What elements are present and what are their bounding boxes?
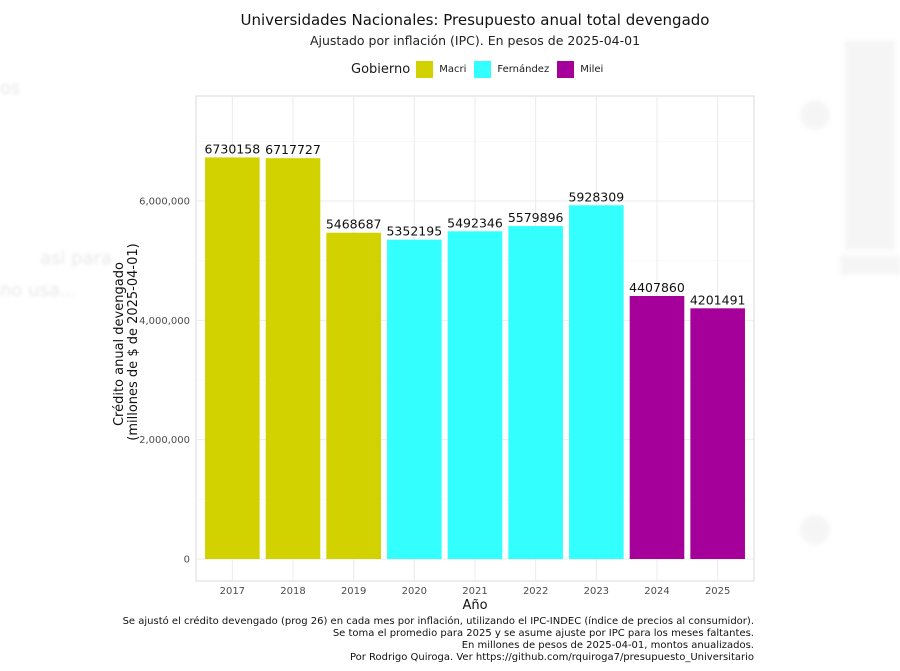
background-ghost-text: no usa... — [0, 280, 78, 301]
bar-value-label-2024: 4407860 — [629, 280, 685, 295]
chart-subtitle: Ajustado por inflación (IPC). En pesos d… — [309, 33, 641, 48]
x-tick-label-2025: 2025 — [705, 586, 730, 597]
caption-line: Se ajustó el crédito devengado (prog 26)… — [122, 616, 754, 627]
bars — [205, 157, 745, 560]
legend-label-milei: Milei — [580, 63, 604, 75]
bar-2023 — [569, 205, 624, 559]
x-tick-label-2017: 2017 — [220, 586, 245, 597]
bar-2025 — [690, 308, 745, 559]
background-ghost-panel — [800, 515, 830, 545]
x-tick-label-2020: 2020 — [402, 586, 427, 597]
caption-line: Por Rodrigo Quiroga. Ver https://github.… — [349, 652, 754, 663]
bar-2021 — [447, 231, 503, 559]
bar-value-label-2019: 5468687 — [326, 217, 382, 232]
chart-title: Universidades Nacionales: Presupuesto an… — [240, 11, 710, 29]
x-tick-label-2023: 2023 — [584, 586, 609, 597]
bar-value-label-2025: 4201491 — [690, 292, 746, 307]
bar-2020 — [387, 239, 442, 560]
x-tick-label-2018: 2018 — [280, 586, 305, 597]
x-tick-label-2024: 2024 — [644, 586, 669, 597]
y-axis-title-line-2: (millones de $ de 2025-04-01) — [126, 243, 141, 440]
y-tick-label: 4,000,000 — [139, 316, 190, 327]
caption-line: Se toma el promedio para 2025 y se asume… — [332, 628, 754, 639]
bar-value-label-2022: 5579896 — [508, 210, 564, 225]
legend: Gobierno Macri Fernández Milei — [351, 58, 611, 80]
bar-value-label-2023: 5928309 — [568, 189, 624, 204]
background-ghost-panel — [845, 40, 895, 250]
bar-2022 — [508, 226, 563, 559]
x-axis-ticks: 2017 2018 2019 2020 2021 2022 2023 2024 2025 — [220, 586, 731, 597]
legend-swatch-macri — [416, 60, 434, 78]
caption-line: En millones de pesos de 2025-04-01, mont… — [461, 640, 754, 651]
x-axis-title: Año — [462, 598, 487, 613]
y-axis-title: Crédito anual devengado (millones de $ d… — [112, 243, 141, 440]
legend-swatch-fernandez — [474, 60, 492, 78]
bar-value-label-2017: 6730158 — [204, 141, 260, 156]
legend-swatch-milei — [557, 60, 575, 78]
legend-item-macri: Macri — [416, 60, 467, 78]
bar-value-label-2020: 5352195 — [386, 224, 442, 239]
x-tick-label-2019: 2019 — [341, 586, 366, 597]
background-ghost-text: asi para — [40, 248, 113, 269]
legend-label-macri: Macri — [439, 63, 467, 75]
x-tick-label-2021: 2021 — [462, 586, 487, 597]
y-axis-ticks: 0 2,000,000 4,000,000 6,000,000 — [139, 197, 190, 566]
background-ghost-text: os — [0, 78, 21, 99]
y-axis-title-line-1: Crédito anual devengado — [112, 262, 127, 426]
bar-value-label-2021: 5492346 — [447, 215, 503, 230]
background-ghost-panel — [840, 255, 900, 275]
y-tick-label: 6,000,000 — [139, 197, 190, 208]
y-tick-label: 2,000,000 — [139, 435, 190, 446]
x-tick-label-2022: 2022 — [523, 586, 548, 597]
legend-title: Gobierno — [351, 61, 411, 77]
bar-2017 — [205, 157, 260, 559]
legend-item-milei: Milei — [557, 60, 604, 78]
y-tick-label: 0 — [184, 555, 190, 566]
bar-value-label-2018: 6717727 — [265, 142, 321, 157]
chart-caption: Se ajustó el crédito devengado (prog 26)… — [123, 616, 754, 664]
legend-item-fernandez: Fernández — [474, 60, 550, 78]
legend-label-fernandez: Fernández — [497, 63, 550, 75]
bar-2018 — [265, 158, 321, 559]
background-ghost-panel — [800, 100, 830, 130]
bar-labels: 6730158 6717727 5468687 5352195 5492346 55798… — [204, 141, 745, 307]
bar-2024 — [629, 295, 685, 559]
bar-2019 — [326, 232, 381, 560]
